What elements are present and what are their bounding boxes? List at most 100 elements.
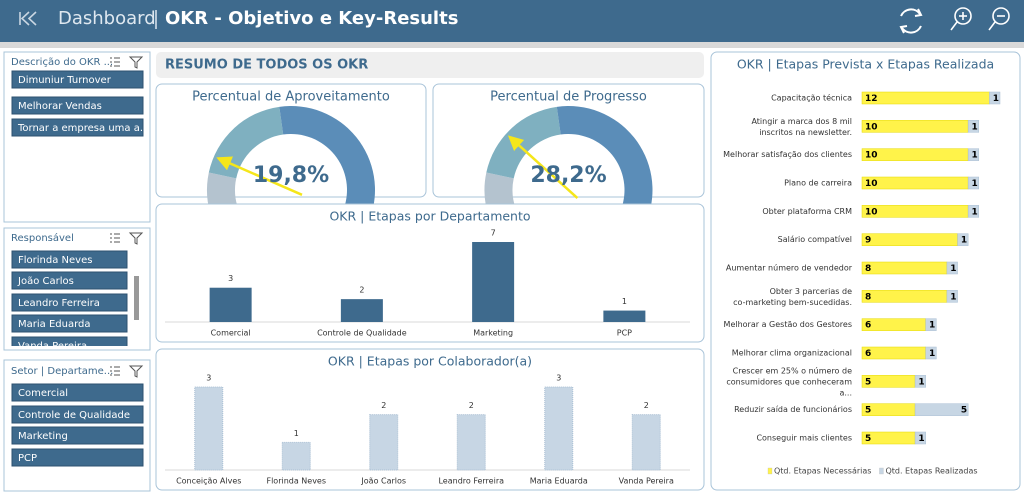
bar (967, 205, 980, 218)
slicer-item[interactable] (11, 448, 144, 467)
y-tick-label: Plano de carreira (784, 179, 852, 188)
bar (861, 176, 969, 190)
x-tick-label: João Carlos (360, 477, 406, 486)
bar (456, 414, 486, 471)
data-label: 3 (228, 274, 233, 283)
header-section: Dashboard (58, 8, 156, 29)
bar (914, 431, 926, 445)
data-label: 3 (206, 374, 211, 383)
chart-title: OKR | Etapas Prevista x Etapas Realizada (737, 57, 994, 72)
slicer-item-label: Tornar a empresa uma a... (17, 123, 149, 134)
slicer-item[interactable] (11, 70, 144, 89)
data-label: 1 (929, 321, 935, 331)
multi-select-button[interactable] (110, 57, 120, 67)
x-tick-label: Comercial (211, 329, 251, 338)
slicer: Descrição do OKR ... Dimuniur Turnover Mel… (11, 56, 149, 137)
gauge-value: 28,2% (530, 163, 606, 188)
bar (340, 299, 383, 322)
zoom-out-button[interactable] (988, 7, 1010, 31)
slicer-items: Dimuniur Turnover Melhorar Vendas Tornar a… (11, 70, 149, 137)
y-tick-label: Melhorar a Gestão dos Gestores (724, 320, 852, 329)
slicer-item[interactable] (11, 383, 144, 402)
slicer-item-label: Controle de Qualidade (18, 410, 130, 421)
legend-swatch (879, 467, 884, 475)
x-tick-label: Conceição Alves (176, 477, 241, 486)
bar (967, 148, 980, 161)
clear-filter-button[interactable] (128, 56, 144, 69)
chart-title: Percentual de Aproveitamento (192, 90, 390, 105)
slicer-panel (3, 359, 151, 492)
slicer-item[interactable] (11, 314, 128, 333)
bar (967, 176, 980, 190)
y-tick-label: Conseguir mais clientes (756, 434, 852, 443)
summary-bar (156, 52, 704, 78)
bar (861, 290, 948, 303)
data-label: 12 (865, 94, 878, 104)
slicer-item-label: João Carlos (17, 276, 74, 287)
slicer-item-label: Florinda Neves (18, 255, 92, 266)
chart-title: OKR | Etapas por Colaborador(a) (328, 354, 532, 369)
slicer-item[interactable] (11, 336, 128, 354)
slicer-item[interactable] (11, 405, 144, 424)
refresh-button[interactable] (899, 8, 923, 34)
data-label: 1 (950, 292, 956, 302)
y-tick-label: Reduzir saída de funcionários (734, 405, 852, 414)
bar (472, 242, 515, 322)
zoom-in-button[interactable] (950, 7, 972, 31)
data-label: 6 (865, 321, 871, 331)
header-bar (0, 0, 1024, 42)
slicer-item[interactable] (11, 250, 128, 269)
charts: Percentual de Aproveitamento 19,8% Percent… (155, 51, 1021, 491)
y-tick-label: Capacitação técnica (771, 93, 852, 103)
y-tick-label: Atingir a marca dos 8 mil inscritos na ne… (751, 116, 852, 136)
clear-filter-button[interactable] (128, 232, 144, 245)
bar (861, 233, 958, 246)
slicer-items: Florinda Neves João Carlos Leandro Ferreir… (11, 250, 128, 354)
slicer-item-label: PCP (18, 453, 37, 464)
gauge-value: 19,8% (253, 163, 329, 188)
bar (914, 403, 969, 416)
bar (861, 205, 969, 218)
data-label: 10 (865, 207, 878, 217)
bar (369, 414, 399, 471)
summary-title: RESUMO DE TODOS OS OKR (165, 58, 368, 73)
multi-select-button[interactable] (110, 233, 120, 243)
bar (194, 386, 224, 471)
legend-swatch (767, 467, 773, 475)
x-tick-label: PCP (617, 329, 632, 338)
data-label: 1 (972, 151, 978, 161)
slicer-item-label: Melhorar Vendas (18, 101, 102, 112)
bar (861, 318, 926, 331)
data-label: 8 (865, 292, 871, 302)
bar (946, 290, 958, 303)
slicer-item[interactable] (11, 293, 128, 312)
bar (914, 375, 926, 388)
slicer-item-label: Comercial (18, 388, 68, 399)
data-label: 3 (556, 374, 561, 383)
clear-filter-button[interactable] (128, 365, 144, 378)
multi-select-button[interactable] (110, 366, 120, 376)
data-label: 1 (294, 429, 299, 438)
slicer-item[interactable] (11, 96, 144, 115)
data-label: 5 (961, 406, 967, 416)
data-label: 10 (865, 179, 878, 189)
data-label: 2 (644, 401, 649, 410)
back-button[interactable] (19, 11, 37, 26)
data-label: 1 (950, 264, 956, 274)
data-label: 9 (865, 236, 871, 246)
slicer-item[interactable] (11, 118, 144, 137)
slicer-item-label: Vanda Pereira (18, 341, 87, 352)
slicer-item[interactable] (11, 426, 144, 445)
slicer-item-label: Marketing (18, 431, 68, 442)
slicer-item[interactable] (11, 271, 128, 290)
y-tick-label: Melhorar clima organizacional (732, 349, 852, 358)
data-label: 2 (381, 401, 386, 410)
y-tick-label: Crescer em 25% o número de consumidores q… (726, 366, 852, 397)
slicer-title: Setor | Departame... (11, 366, 113, 377)
bar (861, 91, 990, 105)
data-label: 1 (929, 349, 935, 359)
x-tick-label: Marketing (473, 329, 513, 338)
scrollbar[interactable] (134, 276, 139, 320)
data-label: 2 (359, 286, 364, 295)
